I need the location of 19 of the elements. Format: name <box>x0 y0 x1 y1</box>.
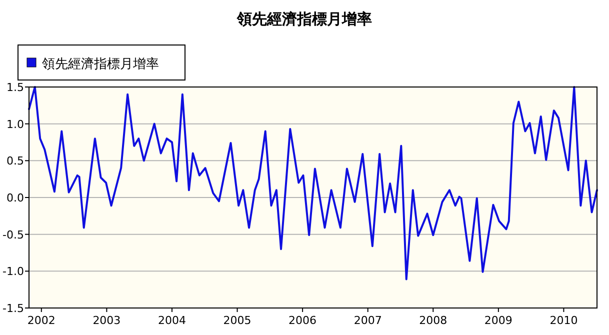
y-tick-label: -0.5 <box>2 228 24 242</box>
chart-title: 領先經濟指標月增率 <box>236 10 372 28</box>
x-tick-label: 2003 <box>92 314 121 327</box>
x-tick-label: 2005 <box>223 314 252 327</box>
y-tick-label: -1.5 <box>2 302 24 315</box>
legend-label: 領先經濟指標月增率 <box>42 56 159 72</box>
y-tick-label: 0.5 <box>6 154 24 168</box>
y-tick-label: 1.5 <box>6 81 24 94</box>
x-tick-label: 2008 <box>419 314 448 327</box>
y-tick-label: -1.0 <box>2 265 24 278</box>
x-tick-label: 2006 <box>288 314 317 327</box>
x-tick-label: 2007 <box>354 314 382 327</box>
line-series <box>28 86 598 280</box>
x-tick-label: 2004 <box>158 314 186 327</box>
x-tick-label: 2002 <box>27 314 56 327</box>
x-tick-label: 2010 <box>550 314 578 327</box>
x-tick-label: 2009 <box>484 314 512 327</box>
y-tick-label: 0.0 <box>6 192 24 204</box>
y-tick-label: 1.0 <box>6 118 24 131</box>
